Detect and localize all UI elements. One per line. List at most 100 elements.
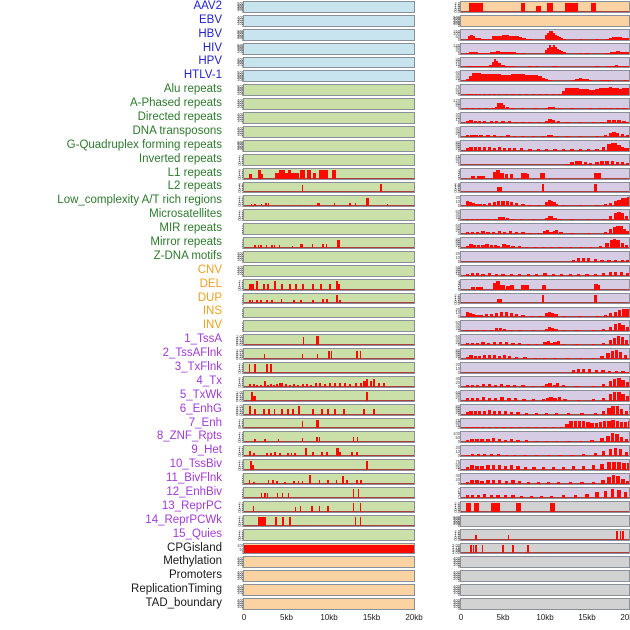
axis-tick-label: 200 <box>237 560 244 566</box>
data-bar <box>334 202 336 207</box>
axis-tick-label: 0 <box>457 439 460 445</box>
data-bar <box>335 295 339 304</box>
x-axis-tick-label: 15kb <box>362 613 381 622</box>
data-bar <box>531 75 535 82</box>
axis-tick-label: 500 <box>237 84 244 90</box>
axis-tick-label: 300 <box>237 600 244 605</box>
data-bar <box>487 273 492 276</box>
data-bar <box>568 482 572 484</box>
axis-tick-label: 400 <box>237 86 244 91</box>
track-panel-left <box>243 514 415 527</box>
axis-tick-label: 4 <box>229 321 244 325</box>
data-bar <box>493 245 498 248</box>
data-bar <box>616 240 620 248</box>
data-bar <box>466 398 470 401</box>
data-bar <box>522 398 526 401</box>
data-bar <box>551 66 556 68</box>
track-label: L2 repeats <box>167 180 222 193</box>
data-bar <box>323 384 326 387</box>
axis-tick-label: 2.0 <box>238 376 244 381</box>
data-bar <box>573 3 579 12</box>
data-bar <box>617 461 621 471</box>
data-bar <box>465 148 470 151</box>
data-bar <box>547 311 551 318</box>
data-bar <box>469 51 473 54</box>
data-bar <box>352 489 355 498</box>
data-bar <box>521 74 525 82</box>
axis-tick-label: 400 <box>453 16 460 22</box>
track-panel-left <box>243 1 415 13</box>
data-bar <box>508 147 512 151</box>
data-bar <box>545 148 549 151</box>
axis-tick-label: 1.5 <box>238 433 244 439</box>
data-bar <box>481 231 485 235</box>
data-bar <box>612 119 616 123</box>
axis-tick-label: 50 <box>455 420 460 426</box>
data-bar <box>516 412 520 415</box>
data-bar <box>515 36 519 40</box>
data-bar <box>593 183 598 193</box>
track-panel-right <box>460 1 630 13</box>
axis-tick-label: 1.5 <box>454 183 460 189</box>
data-bar <box>539 495 544 498</box>
data-bar <box>466 135 470 137</box>
axis-tick-label: 60 <box>455 223 460 229</box>
data-bar <box>615 434 619 443</box>
data-bar <box>534 66 539 68</box>
track-panel-right <box>460 528 630 541</box>
data-bar <box>569 3 575 12</box>
data-bar <box>317 353 319 360</box>
axis-tick-label: 100 <box>237 146 244 152</box>
track-panel-left <box>243 528 415 541</box>
data-bar <box>503 465 508 471</box>
data-bar <box>473 411 477 415</box>
axis-tick-label: 1.0 <box>238 449 244 455</box>
data-bar <box>477 38 481 40</box>
data-bar <box>487 147 492 151</box>
track-panel-left <box>243 570 415 583</box>
data-bar <box>474 73 479 82</box>
axis-tick-label: 0 <box>229 329 244 333</box>
data-bar <box>336 244 338 248</box>
axis-tick-label: 0 <box>457 258 460 264</box>
data-bar <box>618 310 622 318</box>
data-bar <box>477 73 482 82</box>
data-bar <box>264 438 266 443</box>
data-bar <box>489 52 493 54</box>
data-bar <box>466 495 470 498</box>
axis-tick-label: 100 <box>453 604 460 609</box>
track-panel-left <box>243 334 415 347</box>
data-bar <box>266 364 268 373</box>
data-bar <box>482 203 487 207</box>
baseline <box>244 524 414 526</box>
axis-tick-label: 400 <box>237 264 244 270</box>
axis-tick-label: 0.0 <box>238 508 244 514</box>
data-bar <box>477 121 482 123</box>
axis-tick-label: 4 <box>229 473 244 478</box>
axis-tick-label: 300 <box>237 114 244 119</box>
data-bar <box>495 60 499 68</box>
data-bar <box>283 481 286 484</box>
axis-tick-label: 300 <box>237 87 244 93</box>
data-bar <box>513 384 517 387</box>
data-bar <box>503 328 507 332</box>
data-bar <box>254 245 256 248</box>
axis-tick-label: 80 <box>455 348 460 354</box>
track-panel-right <box>460 459 630 472</box>
data-bar <box>492 218 497 221</box>
baseline <box>244 191 414 193</box>
data-bar <box>295 506 297 512</box>
data-bar <box>593 259 598 262</box>
axis-tick-label: 1.0 <box>238 463 244 469</box>
data-bar <box>471 219 475 221</box>
data-bar <box>575 330 579 332</box>
axis-tick-label: 10 <box>455 255 460 260</box>
data-bar <box>480 480 484 484</box>
axis-tick-label: 0.5 <box>238 465 244 471</box>
axis-tick-label: 0.0 <box>454 9 460 14</box>
axis-tick-label: 30 <box>455 56 460 62</box>
data-bar <box>339 299 341 304</box>
data-bar <box>470 427 474 429</box>
axis-tick-label: 80 <box>455 45 460 51</box>
data-bar <box>509 273 514 276</box>
